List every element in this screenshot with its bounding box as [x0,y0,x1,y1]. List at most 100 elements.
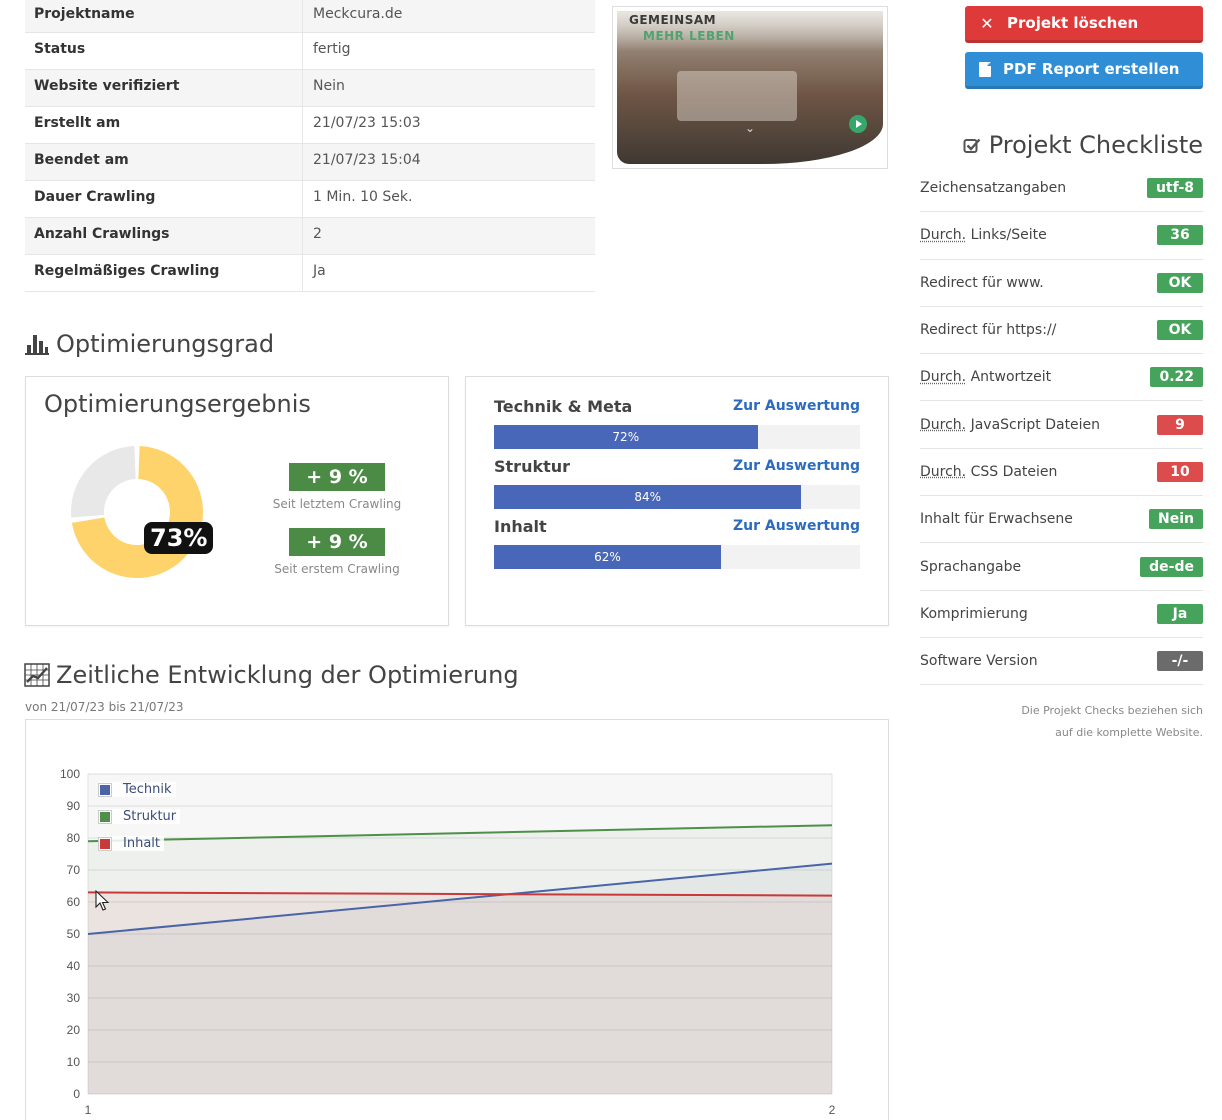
timeline-chart-svg: 0 10 20 30 40 50 60 70 80 90 100 1 2 [60,767,836,1117]
website-thumbnail[interactable]: GEMEINSAM MEHR LEBEN ⌄ [612,6,888,169]
checklist-item: Durch. CSS Dateien 10 [920,449,1203,497]
info-row: Beendet am 21/07/23 15:04 [25,144,595,181]
mouse-cursor-icon [95,890,109,911]
checklist-item-text: Redirect für https:// [920,322,1057,339]
timeline-chart: 0 10 20 30 40 50 60 70 80 90 100 1 2 [25,719,889,1120]
category-progress-fill: 72% [494,425,758,449]
bar-chart-icon [25,335,49,355]
category-progress-bar: 84% [494,485,860,509]
checklist-item-badge: Nein [1149,509,1203,530]
checklist-item-label: Redirect für www. [920,275,1044,291]
evaluation-link[interactable]: Zur Auswertung [732,458,860,474]
x-tick-label: 1 [85,1103,92,1117]
legend-item[interactable]: Technik [98,782,176,797]
thumbnail-image: GEMEINSAM MEHR LEBEN ⌄ [617,11,883,164]
checklist-abbreviation[interactable]: Durch. [920,463,967,480]
checklist-item-label: Komprimierung [920,606,1028,622]
checklist-item-label: Zeichensatzangaben [920,180,1066,196]
delete-project-button[interactable]: ✕ Projekt löschen [965,6,1203,43]
optimization-section-title: Optimierungsgrad [24,330,274,358]
legend-swatch [98,836,112,851]
category-progress-bar: 62% [494,545,860,569]
info-row: Regelmäßiges Crawling Ja [25,255,595,292]
y-tick-label: 40 [67,959,81,973]
info-key: Erstellt am [25,107,303,143]
legend-item[interactable]: Inhalt [98,836,164,851]
checklist-abbreviation[interactable]: Durch. [920,227,967,244]
checklist-item: Inhalt für Erwachsene Nein [920,496,1203,544]
optimization-result-title: Optimierungsergebnis [44,390,311,418]
checklist-item-label: Redirect für https:// [920,322,1056,338]
info-row: Dauer Crawling 1 Min. 10 Sek. [25,181,595,218]
y-tick-label: 80 [67,831,81,845]
series-line [87,862,833,935]
create-pdf-report-label: PDF Report erstellen [1003,60,1180,78]
file-icon [979,61,991,77]
project-info-table: Projektname Meckcura.de Status fertig Websit… [25,0,595,292]
checklist-item-text: Sprachangabe [920,558,1022,575]
donut-remaining-arc [71,446,136,518]
checklist-abbreviation[interactable]: Durch. [920,416,967,433]
info-value: 21/07/23 15:03 [313,115,421,131]
info-key: Regelmäßiges Crawling [25,255,303,291]
info-value: 21/07/23 15:04 [313,152,421,168]
checklist-item: Durch. JavaScript Dateien 9 [920,401,1203,449]
checklist-note-line: auf die komplette Website. [1055,726,1203,739]
y-tick-label: 60 [67,895,81,909]
legend-swatch [98,809,112,824]
delta-since-last-badge: + 9 % [289,463,385,491]
info-row: Website verifiziert Nein [25,70,595,107]
checklist-item-label: Software Version [920,653,1038,669]
thumbnail-text-1: GEMEINSAM [629,13,717,27]
checklist-item-label: Sprachangabe [920,559,1021,575]
checklist-abbreviation[interactable]: Durch. [920,369,967,386]
series-line [87,891,833,897]
checklist-item: Redirect für https:// OK [920,307,1203,355]
checklist-title-text: Projekt Checkliste [988,131,1203,159]
checklist-item-text: Links/Seite [966,227,1047,244]
create-pdf-report-button[interactable]: PDF Report erstellen [965,52,1203,89]
optimization-donut [70,445,204,579]
checklist-item-label: Durch. JavaScript Dateien [920,417,1100,433]
y-tick-label: 50 [67,927,81,941]
info-row: Erstellt am 21/07/23 15:03 [25,107,595,144]
info-value: Nein [313,78,345,94]
series-area [88,892,832,1094]
category-name: Inhalt [494,517,547,536]
timeline-section-title-text: Zeitliche Entwicklung der Optimierung [56,661,519,689]
checklist-item-badge: de-de [1140,556,1203,577]
checklist-item-text: Software Version [920,653,1038,670]
y-tick-label: 10 [67,1055,81,1069]
chevron-down-icon: ⌄ [745,121,756,135]
checklist-item-text: JavaScript Dateien [966,416,1101,433]
info-row: Status fertig [25,33,595,70]
checklist-item: Zeichensatzangaben utf-8 [920,165,1203,213]
info-value: fertig [313,41,351,57]
thumbnail-text-2: MEHR LEBEN [643,29,735,43]
checklist-item-text: CSS Dateien [966,463,1058,480]
delta-since-first-badge: + 9 % [289,528,385,556]
timeline-section-title: Zeitliche Entwicklung der Optimierung [24,661,519,689]
info-key: Anzahl Crawlings [25,218,303,254]
category-progress-fill: 62% [494,545,721,569]
evaluation-link[interactable]: Zur Auswertung [732,518,860,534]
info-row: Projektname Meckcura.de [25,0,595,33]
checklist-item-badge: OK [1157,320,1203,341]
checklist-item-label: Durch. Links/Seite [920,227,1047,243]
checklist-item: Sprachangabe de-de [920,543,1203,591]
checklist-item: Durch. Antwortzeit 0.22 [920,354,1203,402]
y-tick-label: 90 [67,799,81,813]
evaluation-link[interactable]: Zur Auswertung [732,398,860,414]
checklist-item-badge: 0.22 [1150,367,1203,388]
checkbox-icon [963,138,981,153]
checklist-item-text: Antwortzeit [966,369,1052,386]
info-key: Dauer Crawling [25,181,303,217]
delta-since-last-caption: Seit letztem Crawling [272,497,402,511]
checklist-item: Software Version -/- [920,638,1203,686]
delta-since-first-caption: Seit erstem Crawling [274,562,400,576]
checklist-item-text: Zeichensatzangaben [920,180,1067,197]
legend-item[interactable]: Struktur [98,809,181,824]
optimization-score-label: 73% [144,522,214,554]
series-line [87,824,833,843]
optimization-result-panel: Optimierungsergebnis 73% + 9 % Seit letz… [25,376,449,626]
